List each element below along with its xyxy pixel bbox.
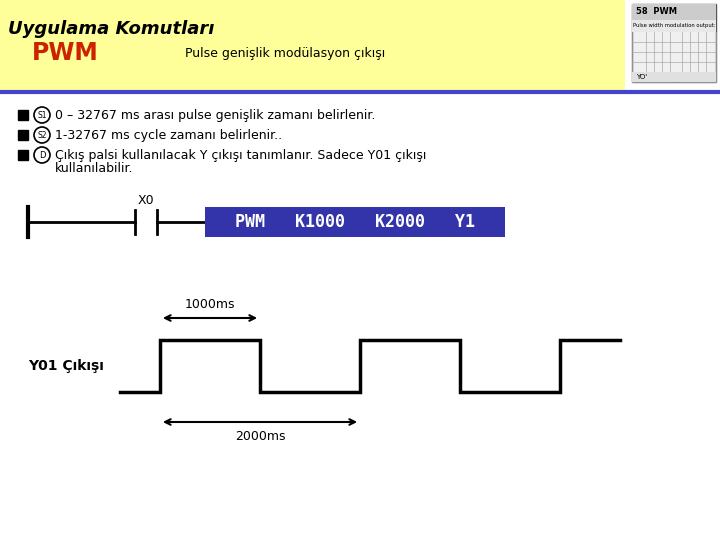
Text: 1-32767 ms cycle zamanı belirlenir..: 1-32767 ms cycle zamanı belirlenir..: [55, 129, 282, 141]
Text: 2000ms: 2000ms: [235, 430, 285, 443]
Text: PWM: PWM: [32, 41, 99, 65]
Text: PWM   K1000   K2000   Y1: PWM K1000 K2000 Y1: [235, 213, 475, 231]
Text: Çıkış palsi kullanılacak Y çıkışı tanımlanır. Sadece Y01 çıkışı: Çıkış palsi kullanılacak Y çıkışı tanıml…: [55, 148, 426, 161]
Text: X0: X0: [138, 194, 154, 207]
Bar: [632, 4, 716, 82]
Text: S2: S2: [37, 131, 47, 139]
Text: D: D: [39, 151, 45, 159]
Bar: [18, 130, 28, 140]
Bar: [632, 72, 716, 82]
Text: 58  PWM: 58 PWM: [636, 8, 677, 17]
Text: Pulse genişlik modülasyon çıkışı: Pulse genişlik modülasyon çıkışı: [185, 46, 385, 59]
Text: 1000ms: 1000ms: [185, 298, 235, 311]
Bar: [18, 150, 28, 160]
Text: 0 – 32767 ms arası pulse genişlik zamanı belirlenir.: 0 – 32767 ms arası pulse genişlik zamanı…: [55, 109, 375, 122]
Circle shape: [34, 107, 50, 123]
Circle shape: [34, 147, 50, 163]
Text: kullanılabilir.: kullanılabilir.: [55, 163, 133, 176]
Bar: [0, 0, 625, 90]
Text: Uygulama Komutları: Uygulama Komutları: [8, 20, 215, 38]
Text: S1: S1: [37, 111, 47, 119]
Circle shape: [34, 127, 50, 143]
Bar: [205, 207, 505, 237]
Bar: [632, 20, 716, 32]
Text: Pulse width modulation output:: Pulse width modulation output:: [633, 24, 715, 29]
Text: Y01 Çıkışı: Y01 Çıkışı: [28, 359, 104, 373]
Bar: [18, 110, 28, 120]
Bar: [632, 4, 716, 20]
Text: YO': YO': [636, 74, 647, 80]
